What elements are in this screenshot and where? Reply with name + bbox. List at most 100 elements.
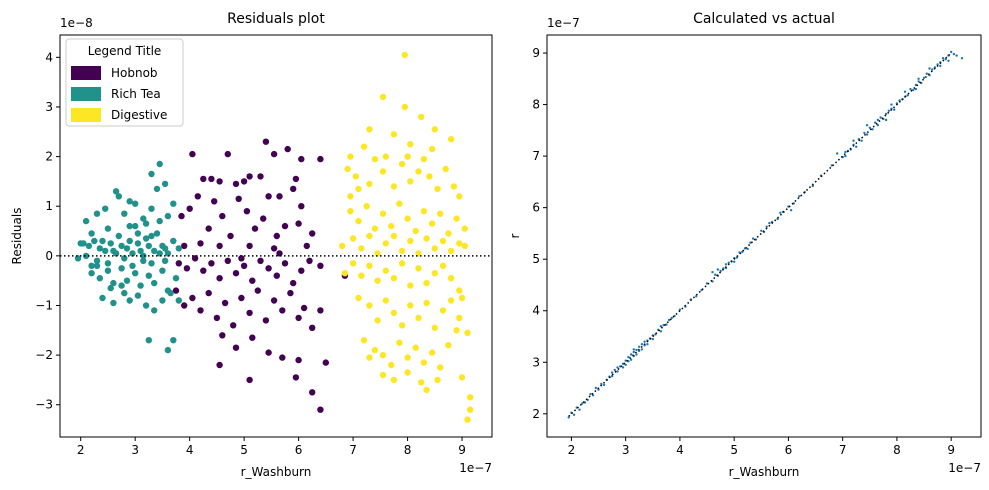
series-hobnob (172, 138, 349, 413)
data-point (404, 215, 411, 222)
data-point (191, 255, 199, 262)
data-point (161, 180, 169, 188)
data-point (270, 297, 278, 304)
data-point (121, 289, 128, 297)
y-tick-label: 5 (532, 252, 540, 266)
chart-title: Residuals plot (227, 11, 325, 27)
data-point (246, 242, 253, 250)
data-point (279, 354, 286, 361)
data-point (104, 260, 112, 267)
data-point (616, 370, 619, 373)
data-point (695, 295, 698, 298)
data-point (211, 198, 218, 205)
data-point (317, 307, 324, 314)
data-point (112, 250, 120, 257)
data-point (363, 203, 370, 210)
y-tick-label: 7 (532, 149, 540, 163)
data-point (379, 210, 387, 217)
data-point (420, 359, 428, 366)
data-point (295, 314, 302, 322)
data-point (613, 368, 616, 372)
data-point (830, 164, 833, 167)
data-point (600, 382, 603, 386)
data-point (309, 324, 316, 331)
data-point (711, 270, 714, 274)
data-point (148, 232, 155, 240)
data-point (186, 205, 193, 212)
data-point (197, 240, 204, 247)
legend-swatch-hobnob (71, 66, 101, 80)
data-point (379, 371, 387, 379)
data-point (355, 294, 362, 302)
data-point (164, 346, 172, 354)
x-tick-label: 4 (186, 443, 194, 457)
data-point (431, 126, 438, 133)
data-point (464, 416, 471, 423)
data-point (341, 270, 349, 277)
data-point (153, 230, 161, 237)
data-point (624, 359, 627, 362)
data-point (439, 237, 447, 245)
data-point (232, 270, 240, 277)
data-point (126, 237, 133, 245)
data-point (265, 193, 272, 200)
data-point (939, 64, 942, 68)
data-point (659, 325, 663, 328)
data-point (431, 245, 438, 252)
y-axis-label: Residuals (10, 208, 24, 265)
data-point (246, 173, 253, 180)
data-point (80, 240, 87, 247)
series-0 (567, 50, 964, 419)
data-point (276, 193, 283, 200)
data-point (398, 322, 406, 329)
data-point (716, 268, 720, 271)
data-point (172, 287, 180, 294)
data-point (581, 402, 584, 405)
y-tick-label: −1 (35, 298, 53, 312)
data-point (434, 376, 441, 384)
data-point (281, 222, 289, 230)
data-point (126, 222, 133, 230)
data-point (415, 265, 422, 272)
data-point (931, 68, 934, 71)
data-point (257, 173, 264, 180)
data-point (437, 210, 444, 217)
data-point (254, 287, 261, 294)
data-point (751, 237, 755, 240)
y-offset-text: 1e−8 (60, 16, 93, 30)
data-point (453, 327, 460, 334)
data-point (118, 282, 125, 289)
data-point (96, 245, 104, 252)
data-point (230, 322, 237, 329)
data-point (632, 350, 635, 354)
data-point (309, 230, 316, 237)
legend: Legend Title Hobnob Rich Tea Digestive (65, 38, 184, 127)
data-point (156, 160, 163, 168)
y-tick-label: 0 (45, 249, 53, 263)
data-point (134, 292, 142, 299)
data-point (82, 217, 90, 225)
legend-swatch-digestive (71, 108, 101, 122)
data-point (415, 250, 422, 257)
data-point (290, 279, 297, 287)
data-point (140, 252, 147, 260)
calculated-vs-actual-panel: 2 3 4 5 6 7 8 9 2 3 4 5 6 7 8 9 Calculated vs actual r_Wa… (508, 11, 982, 479)
data-point (216, 178, 223, 185)
data-point (621, 366, 625, 369)
data-point (148, 170, 155, 178)
data-point (917, 80, 920, 83)
data-point (306, 257, 313, 264)
data-point (447, 136, 455, 143)
data-point (456, 193, 463, 200)
y-tick-label: 3 (532, 355, 540, 369)
data-point (811, 184, 814, 188)
data-point (407, 282, 414, 289)
data-point (893, 108, 896, 111)
data-point (140, 257, 147, 264)
data-point (887, 109, 890, 113)
data-point (447, 247, 455, 255)
data-point (439, 307, 447, 314)
data-point (445, 342, 452, 349)
data-point (93, 210, 101, 217)
data-point (594, 386, 597, 390)
